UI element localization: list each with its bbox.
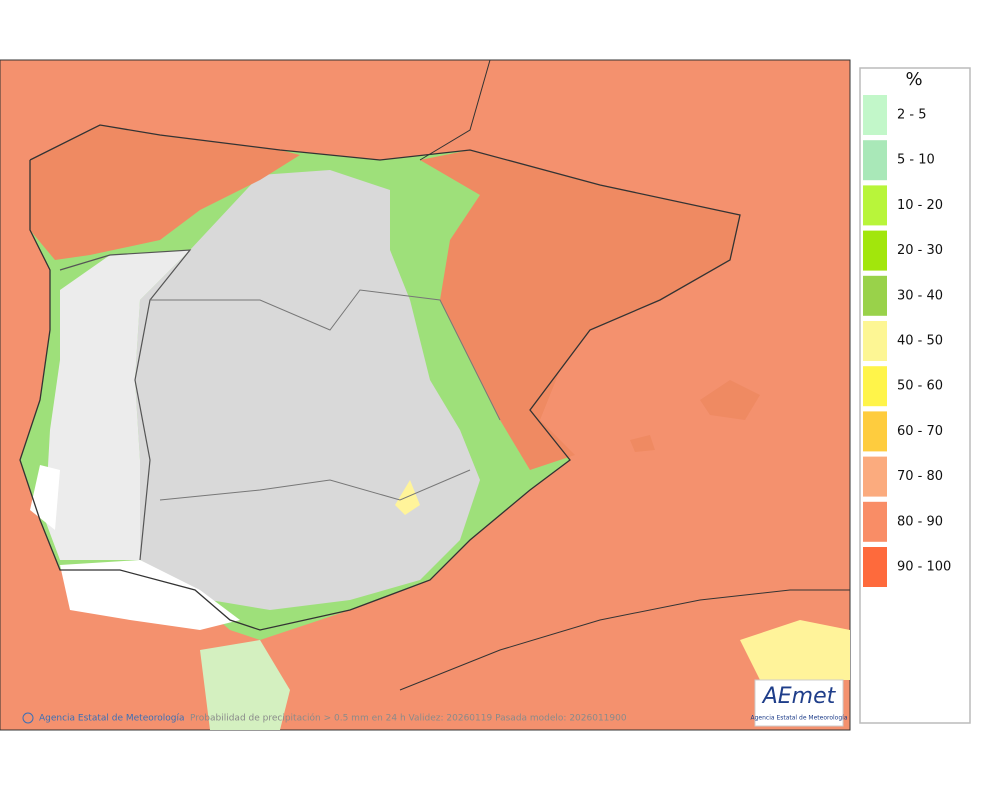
logo-subtitle: Agencia Estatal de Meteorología [751, 715, 848, 722]
legend-title: % [905, 69, 922, 90]
legend-label: 5 - 10 [897, 153, 935, 168]
legend-swatch [863, 366, 887, 407]
legend-swatch [863, 456, 887, 497]
map [19, 59, 850, 730]
legend-label: 20 - 30 [897, 243, 943, 258]
legend-swatch [863, 547, 887, 587]
legend-label: 70 - 80 [897, 469, 943, 484]
legend-swatch [863, 230, 887, 271]
legend-swatch [863, 140, 887, 181]
legend-label: 40 - 50 [897, 334, 943, 349]
legend-swatch [863, 501, 887, 542]
copyright-icon [22, 712, 34, 724]
legend-label: 2 - 5 [897, 108, 927, 123]
legend-swatch [863, 185, 887, 226]
legend-swatch [863, 321, 887, 361]
legend-label: 30 - 40 [897, 288, 943, 303]
credit: Agencia Estatal de Meteorología [39, 714, 185, 724]
logo-name: AEmet [761, 684, 837, 709]
legend-swatch [863, 95, 887, 135]
legend-label: 80 - 90 [897, 514, 943, 529]
legend-swatch [863, 275, 887, 316]
legend-label: 10 - 20 [897, 198, 943, 213]
legend: 2 - 5 5 - 10 10 - 20 20 - 30 30 - 40 40 - 50 5… [863, 95, 951, 587]
legend-label: 90 - 100 [897, 560, 951, 575]
legend-swatch [863, 411, 887, 452]
logo-box [754, 679, 844, 727]
caption: Probabilidad de precipitación > 0.5 mm e… [190, 713, 627, 724]
legend-label: 50 - 60 [897, 379, 943, 394]
legend-label: 60 - 70 [897, 424, 943, 439]
